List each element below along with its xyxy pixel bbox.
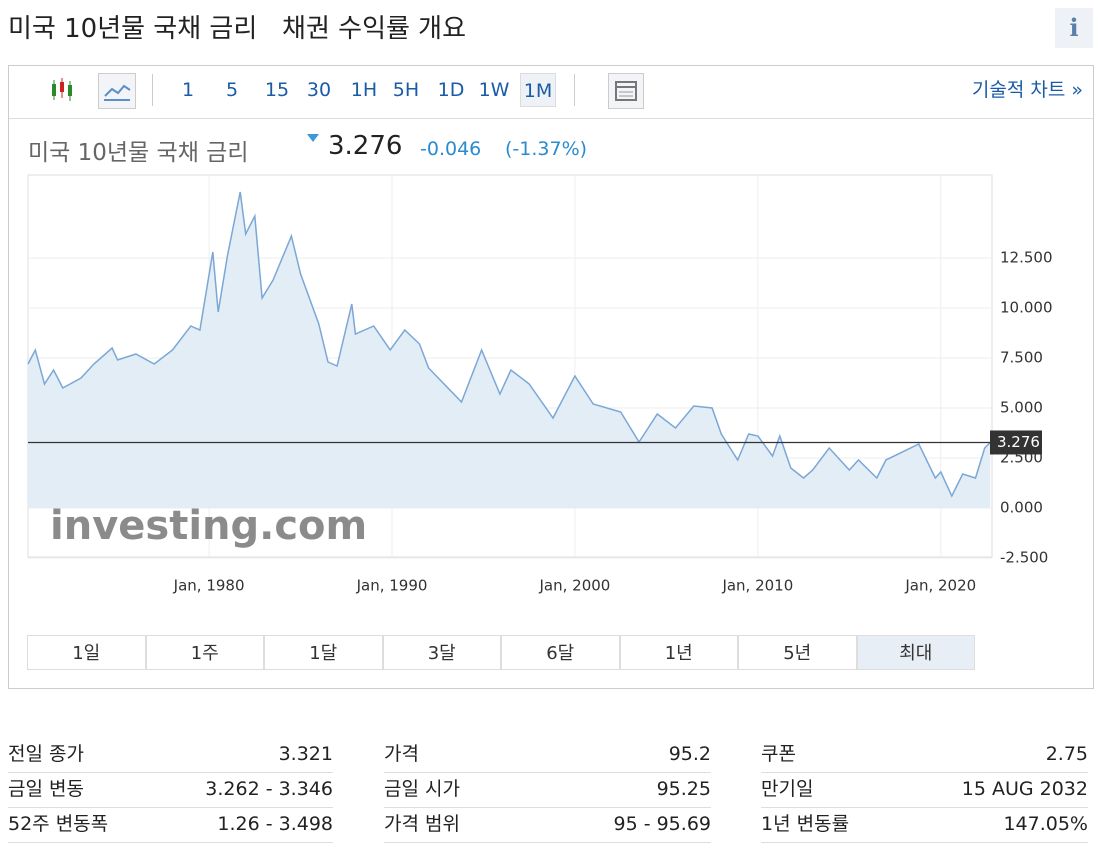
range-button[interactable]: 1일 [27, 635, 146, 670]
stat-value: 3.262 - 3.346 [205, 778, 333, 800]
row-divider [761, 842, 1088, 843]
row-divider [384, 807, 711, 808]
interval-button[interactable]: 15 [264, 79, 290, 101]
x-tick-label: Jan, 1980 [173, 577, 245, 595]
interval-button[interactable]: 5 [225, 79, 239, 101]
stat-label: 가격 [384, 743, 419, 765]
interval-button[interactable]: 1H [350, 79, 378, 101]
quote-name: 미국 10년물 국채 금리 [28, 140, 249, 166]
stat-value: 15 AUG 2032 [961, 778, 1088, 800]
toolbar-divider [9, 118, 1093, 119]
stat-value: 147.05% [1003, 813, 1088, 835]
line [27, 191, 991, 498]
y-tick-label: -2.500 [1000, 549, 1048, 567]
interval-button[interactable]: 1M [520, 73, 556, 107]
interval-button[interactable]: 1W [478, 79, 510, 101]
row-divider [8, 772, 333, 773]
range-button[interactable]: 1주 [145, 635, 264, 670]
chart-panel [8, 65, 1094, 689]
stat-value: 95 - 95.69 [613, 813, 711, 835]
stat-value: 95.25 [656, 778, 711, 800]
stat-value: 95.2 [668, 743, 711, 765]
last-value-label: 3.276 [997, 433, 1040, 451]
last-value-box [990, 430, 1042, 455]
stat-label: 금일 변동 [8, 778, 84, 800]
range-button[interactable]: 3달 [382, 635, 501, 670]
news-button[interactable] [608, 73, 644, 109]
x-tick-label: Jan, 2020 [904, 577, 976, 595]
candle-icon [52, 78, 72, 101]
line-icon [104, 84, 131, 101]
subtitle: 채권 수익률 개요 [282, 14, 467, 44]
technical-chart-link[interactable]: 기술적 차트 » [971, 79, 1083, 101]
range-button[interactable]: 최대 [856, 635, 975, 670]
y-tick-label: 0.000 [1000, 499, 1043, 517]
watermark: investing.com [50, 503, 367, 549]
interval-button[interactable]: 30 [306, 79, 332, 101]
stat-label: 전일 종가 [8, 743, 84, 765]
y-tick-label: 7.500 [1000, 349, 1043, 367]
y-tick-label: 10.000 [1000, 299, 1053, 317]
stat-label: 금일 시가 [384, 778, 460, 800]
news-icon [615, 81, 637, 101]
range-button[interactable]: 1달 [264, 635, 383, 670]
row-divider [8, 842, 333, 843]
stat-value: 1.26 - 3.498 [217, 813, 333, 835]
title: 미국 10년물 국채 금리 [8, 14, 258, 44]
stat-label: 만기일 [761, 778, 814, 800]
stat-label: 1년 변동률 [761, 813, 850, 835]
quote-change: -0.046 [420, 138, 482, 160]
row-divider [8, 807, 333, 808]
area [28, 192, 991, 508]
range-button[interactable]: 1년 [619, 635, 738, 670]
chart: 12.50010.0007.5005.0002.5000.000-2.500Ja… [27, 174, 1053, 595]
range-button[interactable]: 5년 [738, 635, 857, 670]
down-arrow [307, 134, 319, 142]
x-tick-label: Jan, 2010 [721, 577, 793, 595]
interval-button[interactable]: 5H [392, 79, 420, 101]
row-divider [761, 772, 1088, 773]
line-chart-button[interactable] [98, 73, 136, 109]
quote-price: 3.276 [328, 131, 403, 161]
page-title: 미국 10년물 국채 금리 채권 수익률 개요 [8, 8, 466, 45]
stat-label: 쿠폰 [761, 743, 796, 765]
row-divider [384, 842, 711, 843]
info-button[interactable]: i [1055, 8, 1093, 48]
stat-label: 52주 변동폭 [8, 813, 109, 835]
y-tick-label: 5.000 [1000, 399, 1043, 417]
interval-button[interactable]: 1D [437, 79, 465, 101]
x-tick-label: Jan, 2000 [539, 577, 611, 595]
interval-button[interactable]: 1 [181, 79, 195, 101]
quote-change-pct: (-1.37%) [505, 138, 588, 160]
stat-label: 가격 범위 [384, 813, 460, 835]
row-divider [761, 807, 1088, 808]
stat-value: 3.321 [278, 743, 333, 765]
row-divider [384, 772, 711, 773]
x-tick-label: Jan, 1990 [356, 577, 428, 595]
candle-button[interactable] [48, 76, 76, 104]
stat-value: 2.75 [1045, 743, 1088, 765]
separator [152, 74, 153, 106]
separator [574, 74, 575, 106]
range-button[interactable]: 6달 [501, 635, 620, 670]
y-tick-label: 12.500 [1000, 249, 1053, 267]
